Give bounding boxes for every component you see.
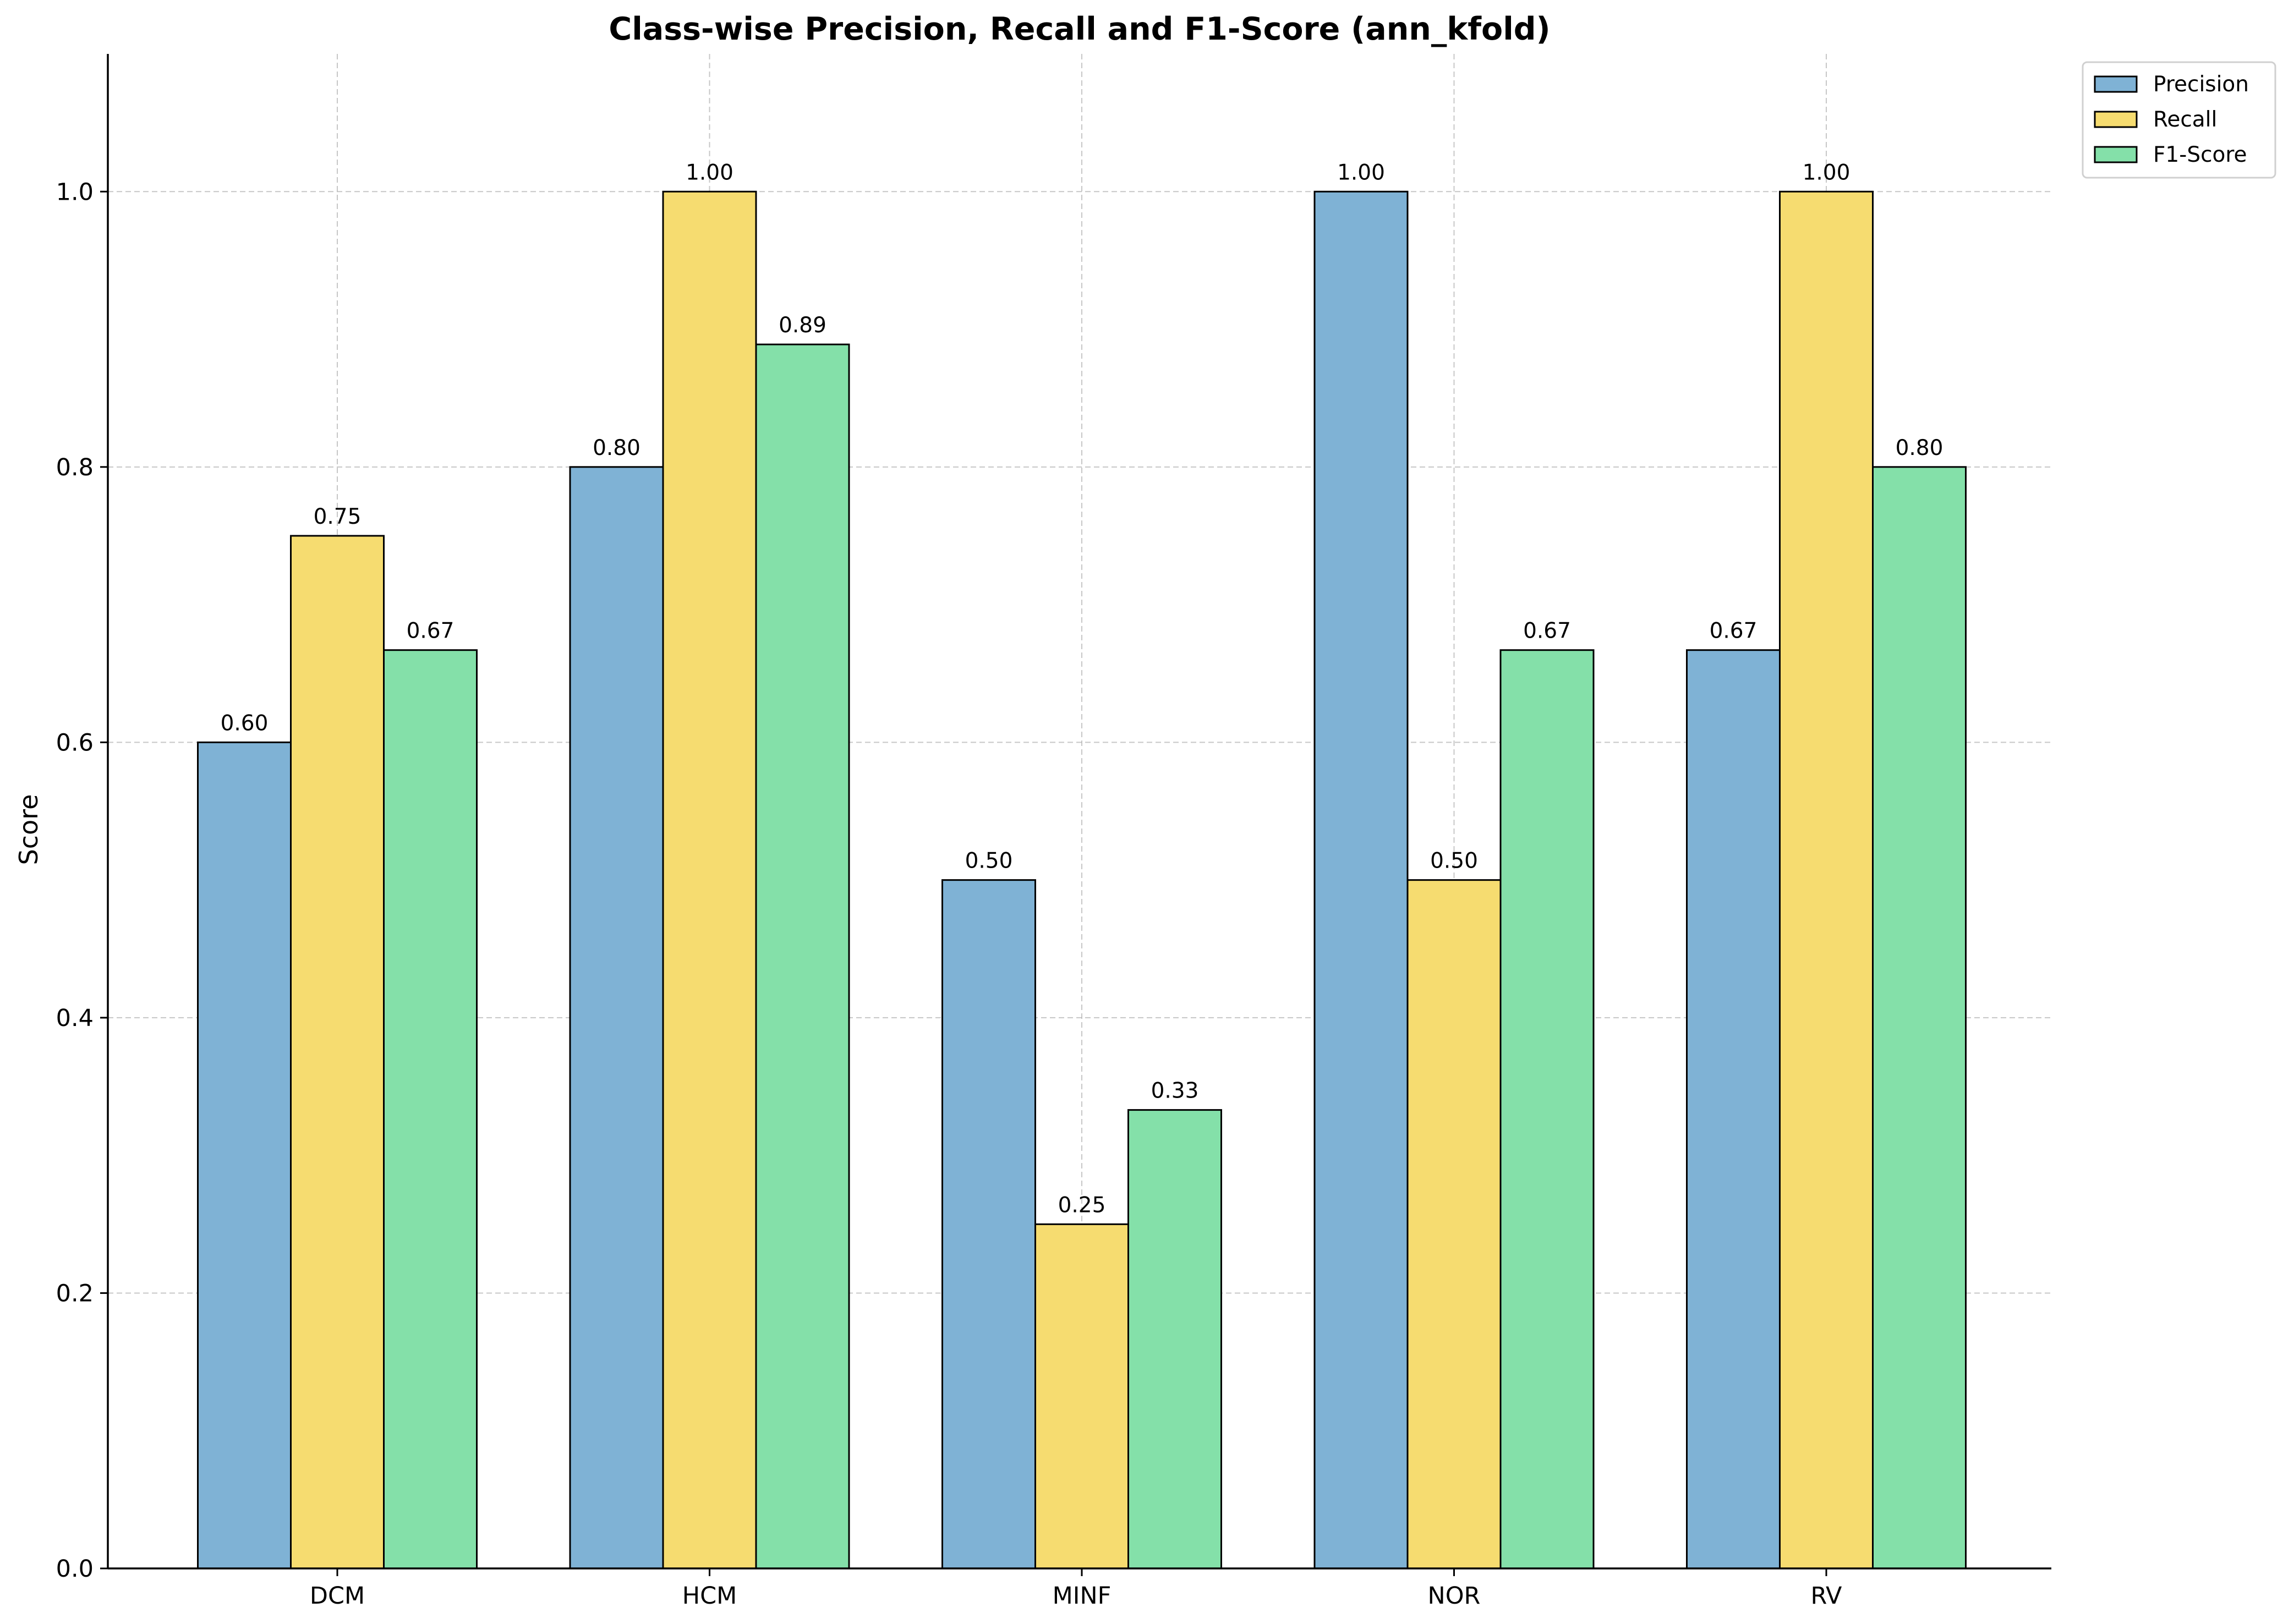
legend-label: F1-Score bbox=[2153, 142, 2247, 167]
data-labels: 0.60 0.80 0.50 1.00 0.67 0.75 1.00 0.25 0.50 1.00… bbox=[221, 160, 1943, 1217]
bar-f1-score-hcm bbox=[755, 343, 850, 1570]
bar-recall-minf bbox=[1034, 1223, 1129, 1570]
legend-item-f1-score[interactable]: F1-Score bbox=[2094, 142, 2247, 167]
data-label: 0.33 bbox=[1151, 1079, 1199, 1104]
data-label: 0.50 bbox=[1430, 849, 1478, 874]
chart-title: Class-wise Precision, Recall and F1-Scor… bbox=[609, 11, 1550, 47]
bar-precision-hcm bbox=[569, 466, 664, 1570]
bar-precision-minf bbox=[941, 879, 1036, 1570]
data-label: 0.80 bbox=[593, 436, 640, 460]
data-label: 0.25 bbox=[1058, 1193, 1106, 1217]
x-tick-label: NOR bbox=[1428, 1582, 1481, 1610]
legend-swatch bbox=[2094, 75, 2138, 93]
x-tick-label: HCM bbox=[682, 1582, 737, 1610]
x-tick-label: DCM bbox=[310, 1582, 365, 1610]
legend-label: Recall bbox=[2153, 107, 2217, 132]
y-axis-label: Score bbox=[14, 794, 43, 865]
bar-recall-hcm bbox=[662, 190, 757, 1570]
bar-recall-nor bbox=[1406, 879, 1502, 1570]
y-tick-label: 0.8 bbox=[56, 454, 94, 481]
legend-swatch bbox=[2094, 111, 2138, 128]
bar-precision-dcm bbox=[197, 741, 292, 1570]
bar-f1-score-rv bbox=[1872, 466, 1967, 1570]
bar-precision-nor bbox=[1313, 190, 1409, 1570]
data-label: 0.50 bbox=[965, 849, 1013, 874]
data-label: 1.00 bbox=[1337, 160, 1385, 185]
data-label: 0.60 bbox=[221, 711, 269, 736]
data-label: 0.75 bbox=[314, 504, 362, 529]
bar-f1-score-dcm bbox=[383, 649, 478, 1570]
legend-item-recall[interactable]: Recall bbox=[2094, 107, 2217, 132]
data-label: 0.67 bbox=[1710, 619, 1758, 644]
data-label: 1.00 bbox=[1803, 160, 1851, 185]
x-tick-label: RV bbox=[1811, 1582, 1843, 1610]
bar-precision-rv bbox=[1686, 649, 1781, 1570]
bar-f1-score-nor bbox=[1499, 649, 1595, 1570]
legend-item-precision[interactable]: Precision bbox=[2094, 72, 2249, 97]
bar-f1-score-minf bbox=[1127, 1109, 1222, 1570]
axes bbox=[107, 54, 2051, 1570]
legend[interactable]: Precision Recall F1-Score bbox=[2082, 61, 2276, 179]
bars bbox=[197, 190, 1967, 1570]
data-label: 1.00 bbox=[686, 160, 733, 185]
y-tick-label: 0.2 bbox=[56, 1280, 94, 1307]
y-tick-label: 0.0 bbox=[56, 1555, 94, 1583]
y-tick-label: 0.4 bbox=[56, 1005, 94, 1032]
legend-swatch bbox=[2094, 146, 2138, 163]
bar-recall-rv bbox=[1779, 190, 1874, 1570]
data-label: 0.89 bbox=[779, 313, 826, 338]
y-tick-label: 1.0 bbox=[56, 178, 94, 206]
x-tick-label: MINF bbox=[1053, 1582, 1112, 1610]
legend-label: Precision bbox=[2153, 72, 2249, 97]
bar-recall-dcm bbox=[290, 535, 385, 1570]
data-label: 0.67 bbox=[1523, 619, 1571, 644]
axis-ticks: 0.0 0.2 0.4 0.6 0.8 1.0 DCM HCM MINF NOR RV bbox=[56, 178, 1842, 1610]
y-tick-label: 0.6 bbox=[56, 729, 94, 756]
data-label: 0.67 bbox=[407, 619, 455, 644]
data-label: 0.80 bbox=[1896, 436, 1943, 460]
